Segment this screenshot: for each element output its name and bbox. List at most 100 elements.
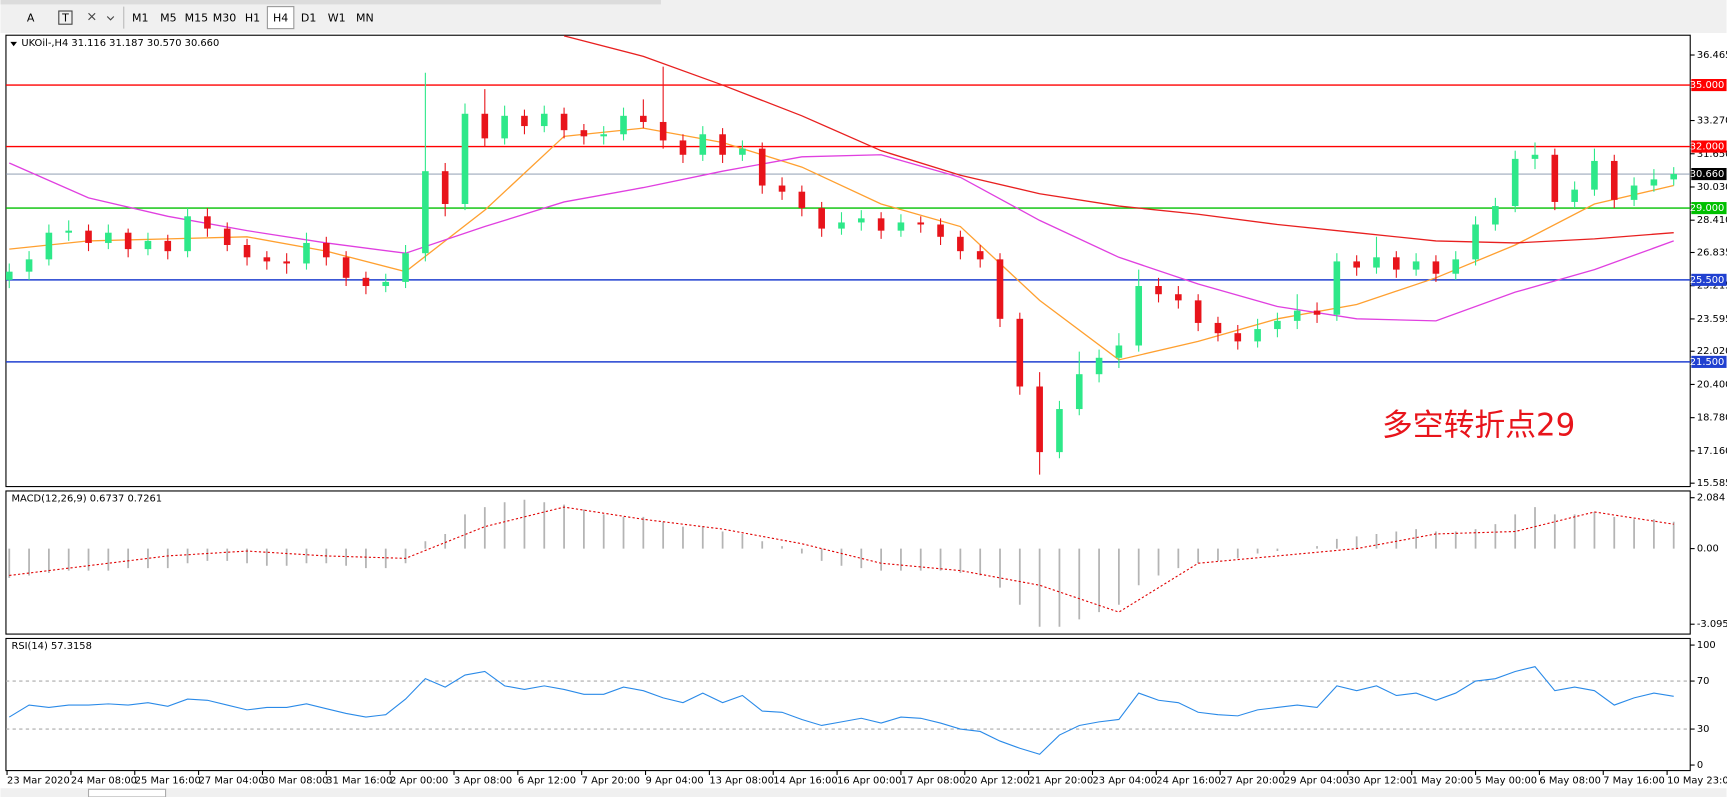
candle-body bbox=[1333, 261, 1341, 315]
panel-plot bbox=[5, 666, 1691, 755]
candle-body bbox=[897, 222, 905, 231]
label-tool[interactable] bbox=[58, 10, 73, 25]
candle-body bbox=[540, 113, 548, 127]
candle-body bbox=[1610, 160, 1618, 200]
candle-body bbox=[640, 115, 647, 122]
candle-body bbox=[739, 148, 746, 155]
candle-body bbox=[402, 253, 409, 282]
candle-body bbox=[223, 228, 231, 246]
candle-body bbox=[184, 216, 191, 252]
text-tool[interactable]: A bbox=[27, 12, 35, 25]
x-tick-label: 1 May 20:00 bbox=[1412, 775, 1474, 786]
y-tick-label: 18.780 bbox=[1697, 413, 1727, 424]
shapes-tool[interactable] bbox=[88, 12, 115, 21]
y-tick-label: 28.410 bbox=[1697, 215, 1727, 226]
x-tick-label: 6 Apr 12:00 bbox=[518, 775, 576, 786]
candle-body bbox=[857, 218, 865, 223]
x-tick-label: 9 Apr 04:00 bbox=[646, 775, 704, 786]
candle-body bbox=[263, 257, 271, 262]
level-label-box bbox=[1691, 140, 1727, 153]
timeframe-button[interactable]: M30 bbox=[213, 12, 237, 25]
candle-body bbox=[1472, 224, 1479, 260]
timeframe-button[interactable]: M15 bbox=[185, 12, 209, 25]
candle-body bbox=[1115, 345, 1123, 358]
timeframe-button[interactable]: MN bbox=[356, 12, 374, 25]
candle-body bbox=[521, 115, 528, 127]
candle-body bbox=[778, 185, 786, 192]
indicator-title: UKOil-,H4 31.116 31.187 30.570 30.660 bbox=[21, 38, 219, 49]
toolbar: A T M1 M5 M15 M30 H1 H4 D1 W1 MN bbox=[0, 0, 1727, 34]
x-tick-label: 7 Apr 20:00 bbox=[582, 775, 640, 786]
indicator-title: RSI(14) 57.3158 bbox=[11, 641, 91, 652]
annotation: 多空转折点29 bbox=[1382, 408, 1575, 444]
candle-body bbox=[25, 259, 33, 272]
candle-body bbox=[441, 171, 449, 204]
y-tick-label: 0 bbox=[1697, 760, 1703, 771]
x-tick-label: 20 Apr 12:00 bbox=[965, 775, 1029, 786]
y-tick-label: 17.160 bbox=[1697, 446, 1727, 457]
candle-body bbox=[382, 281, 390, 287]
timeframe-button[interactable]: D1 bbox=[301, 12, 316, 25]
y-tick-label: 25.215 bbox=[1697, 281, 1727, 292]
candle-body bbox=[1095, 357, 1103, 375]
candle-body bbox=[937, 224, 944, 237]
candle-body bbox=[600, 134, 608, 137]
level-label-box bbox=[1691, 79, 1727, 92]
x-tick-label: 24 Apr 16:00 bbox=[1156, 775, 1221, 786]
timeframe-button[interactable]: M1 bbox=[132, 12, 149, 25]
level-label-box bbox=[1691, 202, 1727, 215]
moving-average bbox=[563, 35, 1674, 244]
candle-body bbox=[1551, 154, 1559, 202]
label-tool-t: T bbox=[61, 12, 69, 25]
candle-body bbox=[124, 232, 132, 250]
x-tick-label: 27 Mar 04:00 bbox=[199, 775, 265, 786]
candle-body bbox=[1591, 160, 1598, 190]
level-label: 32.000 bbox=[1690, 142, 1725, 153]
candle-body bbox=[798, 191, 806, 209]
candle-body bbox=[1234, 333, 1242, 342]
timeframe-button[interactable]: W1 bbox=[328, 12, 346, 25]
y-tick-label: 70 bbox=[1697, 676, 1710, 687]
x-tick-label: 10 May 23:00 bbox=[1667, 775, 1727, 786]
candle-body bbox=[461, 113, 469, 204]
y-tick-label: 20.400 bbox=[1697, 379, 1727, 390]
candle-body bbox=[699, 134, 707, 155]
x-tick-label: 3 Apr 08:00 bbox=[454, 775, 512, 786]
candle-body bbox=[243, 245, 251, 258]
panel-plot bbox=[8, 499, 1675, 627]
x-tick-label: 7 May 16:00 bbox=[1603, 775, 1665, 786]
macd-panel bbox=[5, 490, 1691, 635]
candle-body bbox=[1531, 154, 1539, 159]
x-tick-label: 14 Apr 16:00 bbox=[773, 775, 838, 786]
rsi-panel bbox=[5, 637, 1691, 772]
timeframe-button[interactable]: H1 bbox=[245, 12, 260, 25]
candle-body bbox=[45, 232, 53, 260]
moving-average bbox=[9, 127, 1674, 361]
candle-body bbox=[501, 115, 508, 139]
candle-body bbox=[85, 230, 92, 243]
moving-average bbox=[8, 154, 1674, 322]
candle-body bbox=[342, 257, 350, 278]
y-tick-label: 31.650 bbox=[1697, 149, 1727, 160]
candle-body bbox=[1036, 386, 1043, 453]
candle-body bbox=[481, 113, 489, 139]
timeframe-button[interactable]: M5 bbox=[160, 12, 177, 25]
candle-body bbox=[1432, 261, 1440, 274]
candle-body bbox=[164, 240, 172, 252]
y-tick-label: 30 bbox=[1697, 724, 1710, 735]
tab[interactable] bbox=[87, 788, 167, 797]
candle-body bbox=[322, 242, 330, 258]
y-tick-label: 15.585 bbox=[1697, 478, 1727, 489]
y-tick-label: 22.020 bbox=[1697, 346, 1727, 357]
level-label: 25.500 bbox=[1690, 275, 1725, 286]
candle-body bbox=[1492, 206, 1499, 225]
candle-body bbox=[422, 171, 429, 254]
candle-body bbox=[1274, 320, 1281, 330]
candle-body bbox=[1135, 286, 1143, 346]
y-tick-label: 0.00 bbox=[1697, 544, 1719, 555]
x-tick-label: 29 Apr 04:00 bbox=[1284, 775, 1348, 786]
candle-body bbox=[1670, 174, 1678, 180]
timeframe-button[interactable]: H4 bbox=[273, 12, 288, 25]
x-tick-label: 23 Apr 04:00 bbox=[1092, 775, 1157, 786]
candle-body bbox=[1293, 310, 1301, 321]
